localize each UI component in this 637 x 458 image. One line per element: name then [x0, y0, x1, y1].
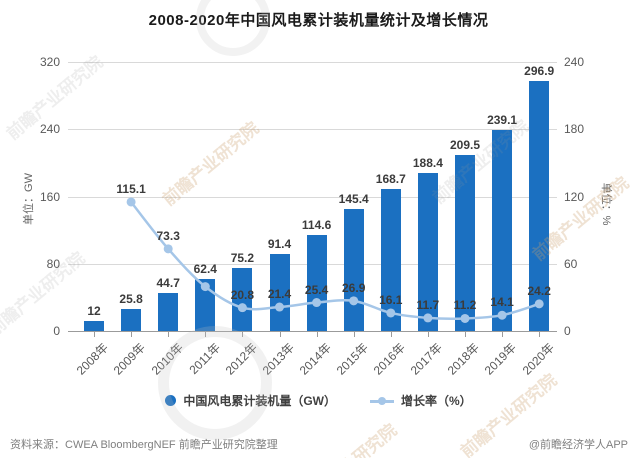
x-axis-label: 2013年	[259, 340, 297, 378]
x-axis-tick	[465, 332, 466, 337]
bar-value-label: 145.4	[338, 191, 369, 206]
x-axis-label: 2014年	[296, 340, 334, 378]
left-axis-tick-label: 160	[39, 189, 60, 204]
left-axis-tick-label: 240	[39, 122, 60, 137]
bar-value-label: 91.4	[267, 237, 292, 252]
right-axis-title: 单位：%	[600, 182, 612, 226]
credit-text: @前瞻经济学人APP	[528, 439, 628, 451]
legend-label-growth: 增长率（%）	[401, 394, 472, 408]
line-point	[163, 244, 173, 254]
x-axis-tick	[353, 332, 355, 337]
bar-value-label: 75.2	[230, 250, 255, 265]
legend-item-capacity[interactable]: 中国风电累计装机量（GW）	[165, 392, 336, 409]
line-value-label: 24.2	[527, 283, 551, 298]
line-value-label: 73.3	[156, 228, 180, 243]
x-axis-tick	[427, 332, 429, 337]
gridline	[68, 129, 557, 131]
x-axis-label: 2011年	[185, 340, 223, 378]
line-value-label: 20.8	[230, 287, 255, 302]
bar-value-label: 44.7	[156, 276, 180, 291]
x-axis-label: 2018年	[445, 340, 483, 378]
x-axis-tick	[279, 332, 281, 337]
x-axis-label: 2010年	[148, 340, 186, 378]
bar-series-swatch-icon	[165, 395, 177, 406]
bar-2011年	[195, 278, 216, 331]
bar-2016年	[380, 189, 401, 331]
line-value-label: 11.2	[453, 298, 477, 313]
x-axis-line	[68, 331, 557, 332]
bar-value-label: 239.1	[487, 113, 518, 127]
bar-2015年	[343, 208, 364, 331]
x-axis-tick	[390, 332, 392, 337]
gridline	[68, 62, 557, 63]
line-value-label: 21.4	[267, 287, 292, 301]
x-axis-tick	[502, 332, 504, 337]
line-value-label: 16.1	[379, 292, 403, 307]
right-axis-tick-label: 0	[564, 324, 571, 338]
line-value-label: 26.9	[342, 280, 366, 295]
right-axis-tick-label: 60	[564, 256, 578, 271]
line-value-label: 11.7	[416, 297, 440, 312]
line-value-label: 25.4	[304, 282, 329, 297]
x-axis-label: 2017年	[407, 340, 446, 378]
x-axis-tick	[168, 332, 170, 337]
legend: 中国风电累计装机量（GW） 增长率（%）	[0, 392, 637, 409]
left-axis-tick-label: 320	[39, 55, 60, 69]
bar-value-label: 114.6	[301, 217, 332, 232]
line-value-label: 115.1	[116, 181, 146, 196]
right-axis-tick-label: 240	[564, 55, 585, 69]
legend-item-growth[interactable]: 增长率（%）	[370, 392, 472, 409]
x-axis-tick	[242, 332, 244, 337]
line-point	[126, 197, 136, 207]
bar-value-label: 188.4	[412, 155, 443, 170]
x-axis-label: 2015年	[333, 340, 372, 378]
x-axis-tick	[94, 332, 95, 337]
bar-value-label: 168.7	[375, 172, 406, 187]
x-axis-label: 2008年	[74, 340, 112, 378]
x-axis-tick	[316, 332, 318, 337]
right-axis-tick-label: 180	[564, 122, 585, 137]
growth-line	[130, 201, 540, 320]
right-axis-tick-label: 120	[564, 189, 585, 204]
x-axis-tick	[205, 332, 207, 337]
bar-2008年	[84, 320, 104, 331]
bar-value-label: 209.5	[449, 137, 481, 152]
bar-value-label: 12	[87, 303, 101, 318]
bar-2009年	[121, 309, 142, 331]
x-axis-label: 2020年	[519, 340, 557, 378]
left-axis-tick-label: 80	[46, 256, 60, 271]
legend-label-capacity: 中国风电累计装机量（GW）	[183, 394, 336, 408]
gridline	[68, 196, 557, 198]
chart-title: 2008-2020年中国风电累计装机量统计及增长情况	[148, 12, 489, 29]
x-axis-label: 2016年	[370, 340, 409, 378]
bar-value-label: 296.9	[524, 64, 555, 79]
x-axis-tick	[131, 332, 133, 337]
bar-2010年	[158, 293, 179, 331]
watermark-text: 前瞻产业研究院	[294, 417, 401, 458]
x-axis-label: 2019年	[482, 340, 520, 378]
bar-value-label: 62.4	[193, 261, 217, 276]
bar-value-label: 25.8	[119, 292, 143, 307]
data-source-text: 资料来源：CWEA BloombergNEF 前瞻产业研究院整理	[10, 439, 278, 451]
left-axis-tick-label: 0	[53, 324, 60, 338]
line-series-swatch-icon	[370, 395, 394, 406]
x-axis-tick	[539, 332, 541, 337]
x-axis-label: 2012年	[222, 340, 260, 378]
x-axis-label: 2009年	[111, 340, 149, 378]
line-value-label: 14.1	[490, 295, 514, 310]
